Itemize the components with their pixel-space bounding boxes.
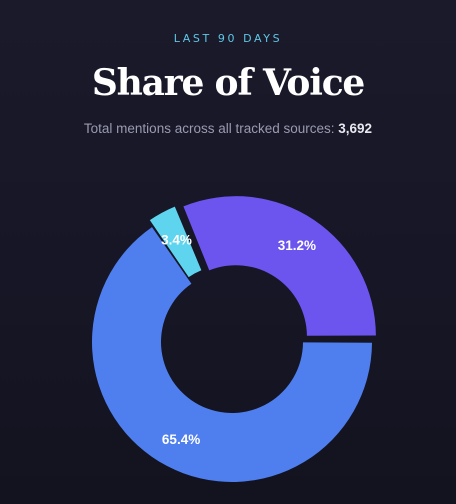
slice-label-2: 3.4% <box>161 233 192 248</box>
chart-title: Share of Voice <box>91 62 365 104</box>
chart-subtitle: Total mentions across all tracked source… <box>0 121 456 136</box>
donut-slice-2[interactable] <box>149 206 202 278</box>
donut-slice-3[interactable] <box>183 196 376 336</box>
slice-label-3: 31.2% <box>278 238 316 253</box>
donut-slice-1[interactable] <box>92 227 372 482</box>
period-label: LAST 90 DAYS <box>173 32 283 45</box>
subtitle-text: Total mentions across all tracked source… <box>83 121 335 136</box>
total-mentions-value: 3,692 <box>338 121 373 136</box>
slice-label-1: 65.4% <box>162 432 200 447</box>
